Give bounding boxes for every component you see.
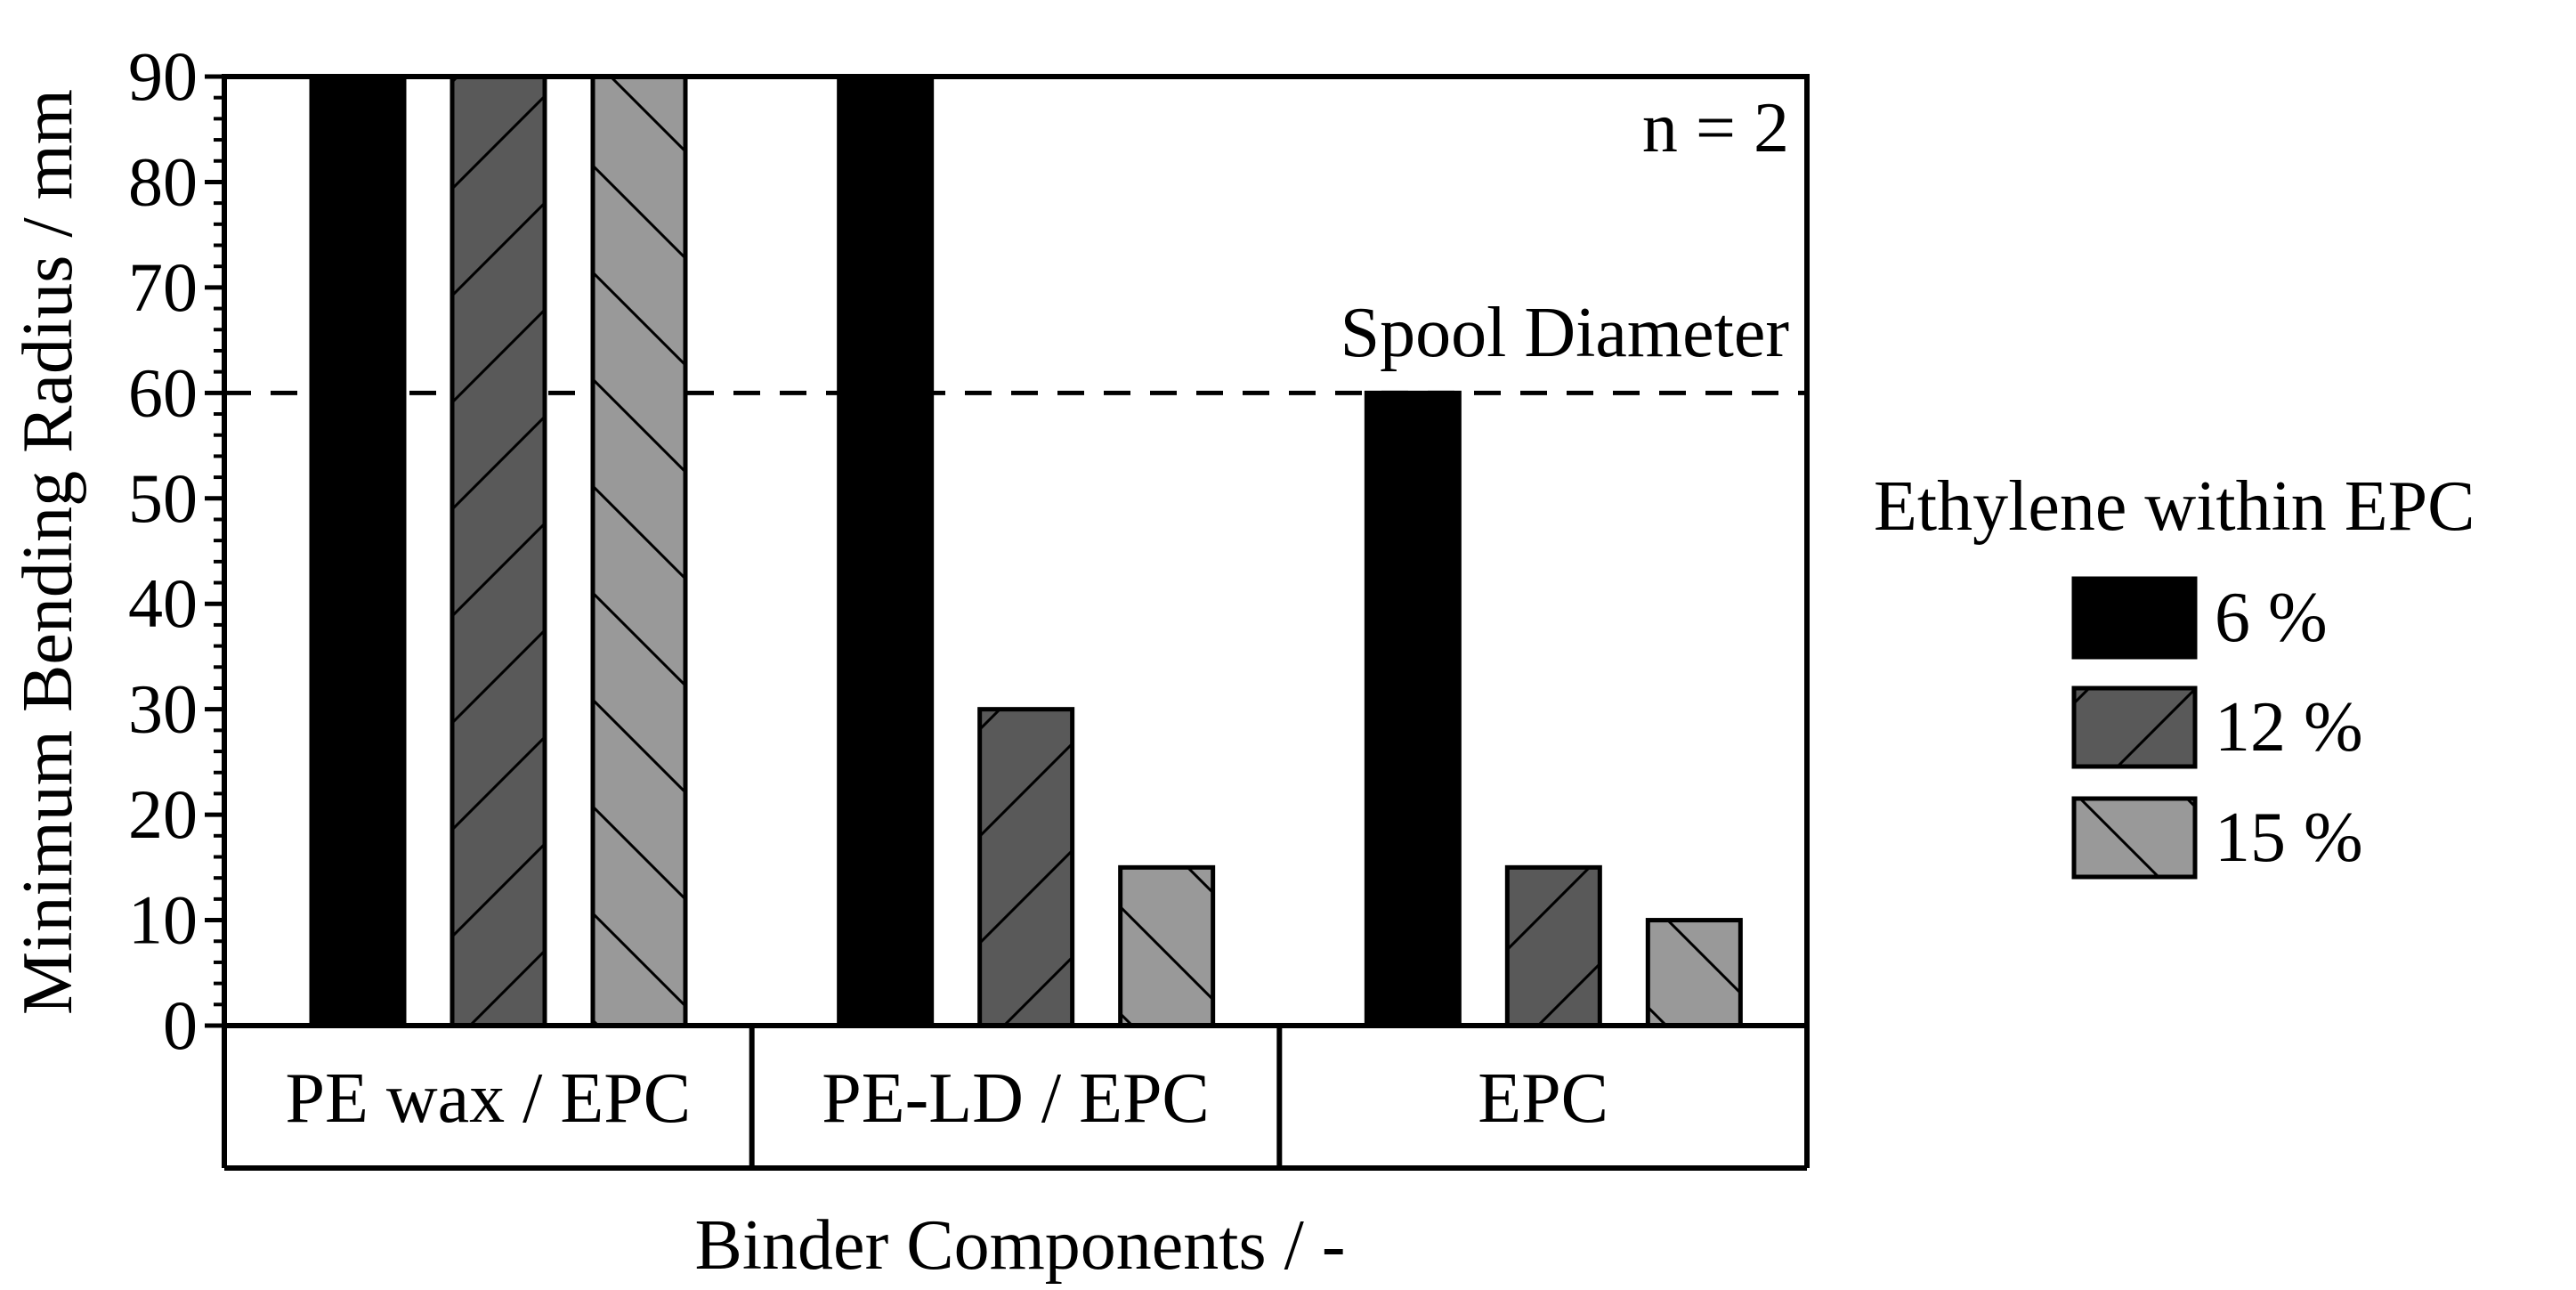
legend-label-1: 6 %: [2215, 579, 2328, 657]
y-tick-label: 40: [128, 564, 198, 642]
bar-12pct-2: [977, 707, 1075, 1028]
bar-6pct-1: [309, 74, 407, 1028]
y-axis-label: Minimum Bending Radius / mm: [9, 89, 87, 1015]
bar-6pct-3: [1364, 390, 1462, 1028]
plot-frame: [222, 74, 1810, 1028]
spool-diameter-label: Spool Diameter: [1341, 294, 1789, 372]
bar-15pct-2: [1118, 864, 1216, 1028]
y-tick-label: 50: [128, 459, 198, 537]
legend-swatch-3: [2071, 796, 2198, 880]
legend-label-2: 12 %: [2215, 688, 2363, 767]
bar-12pct-3: [1504, 864, 1602, 1028]
x-axis-label: Binder Components / -: [694, 1206, 1345, 1285]
y-tick-label: 10: [128, 881, 198, 959]
legend-swatch-2: [2071, 686, 2198, 769]
y-tick-label: 0: [163, 986, 198, 1064]
legend-title: Ethylene within EPC: [1874, 467, 2475, 546]
y-tick-label: 90: [128, 37, 198, 115]
legend-label-3: 15 %: [2215, 799, 2363, 877]
y-tick-label: 70: [128, 248, 198, 326]
y-tick-label: 20: [128, 775, 198, 853]
bar-12pct-1: [450, 74, 547, 1028]
category-label-3: EPC: [1478, 1059, 1608, 1138]
y-tick-label: 60: [128, 353, 198, 431]
y-tick-label: 80: [128, 142, 198, 220]
bar-6pct-2: [837, 74, 935, 1028]
bar-15pct-1: [590, 74, 688, 1028]
sample-size-annotation: n = 2: [1642, 89, 1789, 167]
category-label-2: PE-LD / EPC: [822, 1059, 1210, 1138]
y-tick-label: 30: [128, 670, 198, 748]
legend-swatch-1: [2071, 576, 2198, 660]
category-label-1: PE wax / EPC: [286, 1059, 692, 1138]
bar-15pct-3: [1645, 918, 1743, 1028]
